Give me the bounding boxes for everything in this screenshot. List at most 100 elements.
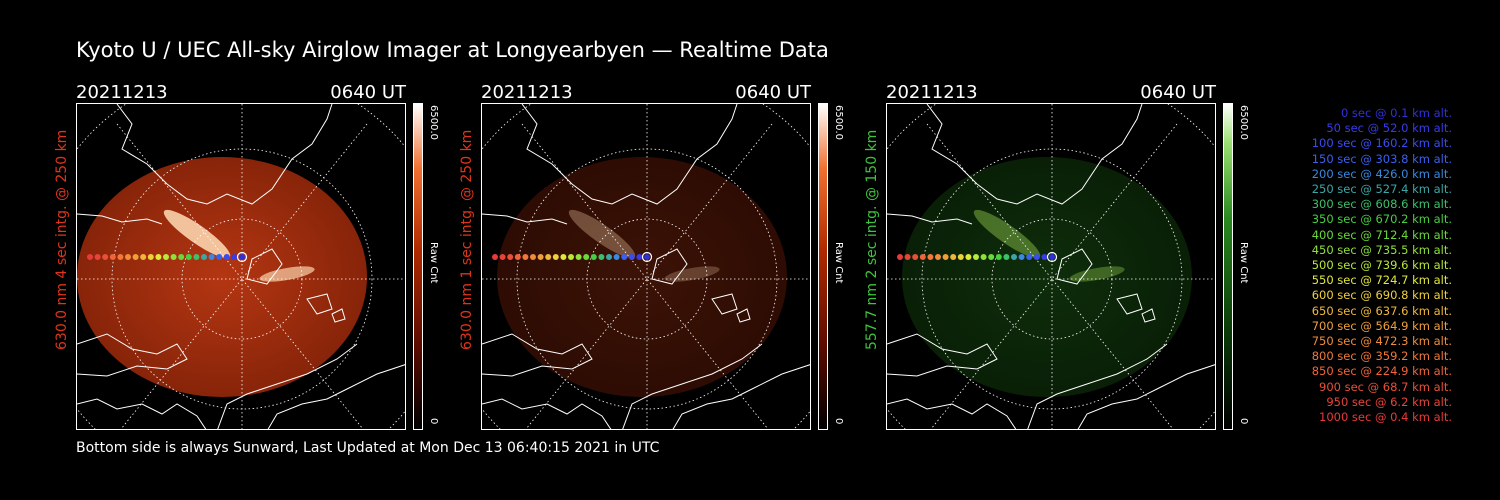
trajectory-point (94, 254, 101, 260)
colorbar-min-label: 0 (1238, 418, 1249, 425)
panel-2-ylabel: 630.0 nm 1 sec intg. @ 250 km (459, 129, 475, 351)
trajectory-point (1011, 254, 1017, 260)
trajectory-point (980, 254, 987, 260)
trajectory-point (522, 254, 529, 260)
trajectory-point (163, 254, 169, 260)
colorbar-max-label: 6500.0 (833, 105, 844, 140)
sky-map-svg (482, 104, 810, 429)
legend-row: 950 sec @ 6.2 km alt. (1326, 394, 1452, 409)
colorbar-max-label: 6500.0 (428, 105, 439, 140)
panel-date: 20211213 (481, 82, 573, 103)
colorbar-unit-label: Raw Cnt (833, 242, 844, 284)
airglow-panel-557-2sec: 20211213 0640 UT 6500.0 Raw Cnt 0 (886, 80, 1266, 430)
trajectory-point (530, 254, 536, 260)
footer-status: Bottom side is always Sunward, Last Upda… (76, 440, 660, 456)
airglow-panel-630-1sec: 20211213 0640 UT 6500.0 Raw Cnt 0 (481, 80, 861, 430)
trajectory-point (590, 254, 597, 260)
legend-row: 900 sec @ 68.7 km alt. (1319, 379, 1452, 394)
legend-row: 1000 sec @ 0.4 km alt. (1319, 410, 1452, 425)
trajectory-point (935, 254, 941, 260)
trajectory-point (904, 254, 911, 260)
colorbar (413, 103, 423, 430)
trajectory-point (613, 254, 620, 260)
colorbar (1223, 103, 1233, 430)
panel-date: 20211213 (76, 82, 168, 103)
trajectory-point (628, 254, 635, 260)
trajectory-point (185, 254, 192, 260)
trajectory-point (568, 254, 574, 260)
trajectory-point (912, 254, 919, 260)
legend-row: 200 sec @ 426.0 km alt. (1311, 166, 1452, 181)
trajectory-point (545, 254, 552, 260)
trajectory-point (973, 254, 979, 260)
airglow-panel-630-4sec: 20211213 0640 UT 6500.0 Raw Cnt 0 (76, 80, 456, 430)
panel-time: 0640 UT (330, 82, 406, 103)
trajectory-point (140, 254, 147, 260)
trajectory-point (897, 254, 903, 260)
legend-row: 150 sec @ 303.8 km alt. (1311, 151, 1452, 166)
legend-row: 450 sec @ 735.5 km alt. (1311, 242, 1452, 257)
panel-1-ylabel: 630.0 nm 4 sec intg. @ 250 km (54, 129, 70, 351)
legend-row: 400 sec @ 712.4 km alt. (1311, 227, 1452, 242)
trajectory-point (193, 254, 200, 260)
trajectory-point (621, 254, 628, 260)
trajectory-point (201, 254, 207, 260)
trajectory-point (957, 254, 964, 260)
trajectory-point (170, 254, 177, 260)
legend-row: 250 sec @ 527.4 km alt. (1311, 182, 1452, 197)
trajectory-point (942, 254, 949, 260)
panel-time: 0640 UT (1140, 82, 1216, 103)
trajectory-point (560, 254, 567, 260)
colorbar-unit-label: Raw Cnt (428, 242, 439, 284)
trajectory-point (117, 254, 124, 260)
colorbar-unit-label: Raw Cnt (1238, 242, 1249, 284)
trajectory-point (208, 254, 215, 260)
trajectory-point (988, 254, 995, 260)
trajectory-point (492, 254, 498, 260)
trajectory-point (499, 254, 506, 260)
trajectory-point (1041, 254, 1048, 260)
trajectory-point (919, 254, 926, 260)
trajectory-point (606, 254, 612, 260)
legend-row: 300 sec @ 608.6 km alt. (1311, 197, 1452, 212)
legend-row: 650 sec @ 637.6 km alt. (1311, 303, 1452, 318)
legend-row: 500 sec @ 739.6 km alt. (1311, 258, 1452, 273)
all-sky-image (481, 103, 811, 430)
trajectory-point (598, 254, 605, 260)
legend-row: 850 sec @ 224.9 km alt. (1311, 364, 1452, 379)
all-sky-image (76, 103, 406, 430)
trajectory-point (178, 254, 185, 260)
trajectory-point (1018, 254, 1025, 260)
legend-row: 350 sec @ 670.2 km alt. (1311, 212, 1452, 227)
trajectory-point (995, 254, 1002, 260)
sky-map-svg (887, 104, 1215, 429)
panel-time: 0640 UT (735, 82, 811, 103)
trajectory-point (147, 254, 154, 260)
trajectory-point (1049, 254, 1055, 260)
trajectory-point (552, 254, 559, 260)
trajectory-point (514, 254, 521, 260)
page-title: Kyoto U / UEC All-sky Airglow Imager at … (76, 38, 829, 62)
trajectory-point (1033, 254, 1040, 260)
trajectory-point (125, 254, 131, 260)
sky-map-svg (77, 104, 405, 429)
trajectory-point (239, 254, 245, 260)
legend-row: 600 sec @ 690.8 km alt. (1311, 288, 1452, 303)
trajectory-point (1026, 254, 1033, 260)
legend-row: 50 sec @ 52.0 km alt. (1326, 121, 1452, 136)
trajectory-point (231, 254, 238, 260)
colorbar-max-label: 6500.0 (1238, 105, 1249, 140)
trajectory-point (965, 254, 972, 260)
trajectory-point (927, 254, 934, 260)
trajectory-point (223, 254, 230, 260)
trajectory-point (1003, 254, 1010, 260)
trajectory-point (507, 254, 514, 260)
trajectory-point (109, 254, 116, 260)
colorbar (818, 103, 828, 430)
trajectory-point (537, 254, 544, 260)
all-sky-image (886, 103, 1216, 430)
colorbar-min-label: 0 (833, 418, 844, 425)
trajectory-point (87, 254, 93, 260)
legend-row: 0 sec @ 0.1 km alt. (1340, 106, 1452, 120)
trajectory-point (155, 254, 162, 260)
